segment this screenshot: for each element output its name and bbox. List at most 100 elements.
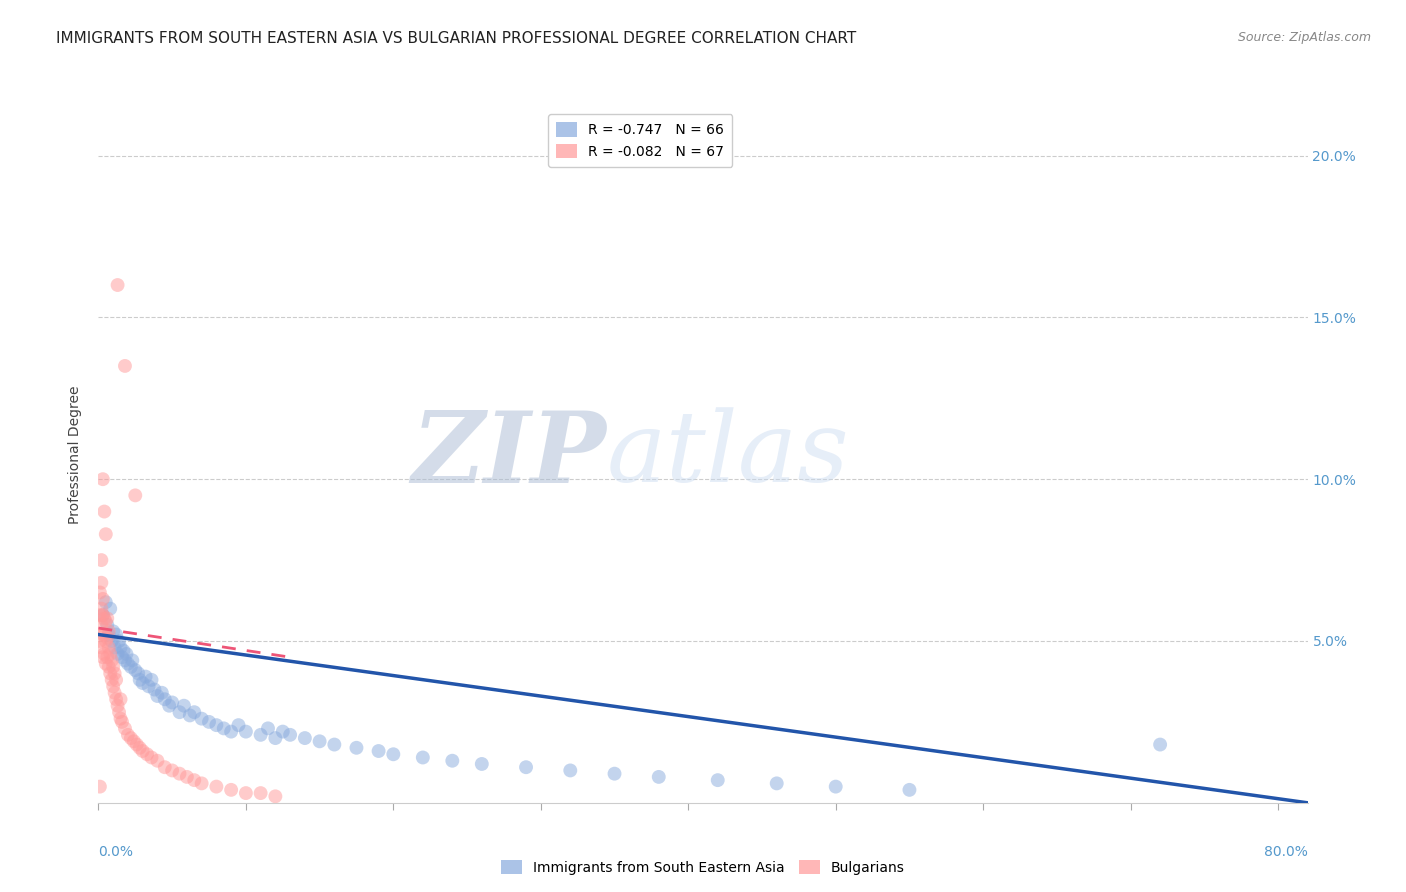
Point xyxy=(127,666,149,681)
Point xyxy=(108,705,131,719)
Point xyxy=(124,488,146,502)
Point xyxy=(603,766,626,780)
Point xyxy=(110,712,132,726)
Point xyxy=(235,724,257,739)
Point xyxy=(278,728,301,742)
Point xyxy=(117,728,139,742)
Point xyxy=(125,738,148,752)
Text: ZIP: ZIP xyxy=(412,407,606,503)
Point xyxy=(97,660,120,674)
Text: IMMIGRANTS FROM SOUTH EASTERN ASIA VS BULGARIAN PROFESSIONAL DEGREE CORRELATION : IMMIGRANTS FROM SOUTH EASTERN ASIA VS BU… xyxy=(56,31,856,46)
Point xyxy=(114,359,136,373)
Point xyxy=(131,676,153,690)
Point xyxy=(96,617,118,632)
Point xyxy=(412,750,434,764)
Point xyxy=(183,773,205,788)
Point xyxy=(104,666,127,681)
Point xyxy=(153,692,176,706)
Point xyxy=(219,724,242,739)
Point xyxy=(105,692,128,706)
Point xyxy=(560,764,582,778)
Legend: R = -0.747   N = 66, R = -0.082   N = 67: R = -0.747 N = 66, R = -0.082 N = 67 xyxy=(548,114,733,167)
Point xyxy=(91,608,114,623)
Point xyxy=(98,666,121,681)
Point xyxy=(515,760,537,774)
Point xyxy=(111,714,134,729)
Point xyxy=(90,553,112,567)
Point xyxy=(169,766,191,780)
Point xyxy=(91,472,114,486)
Text: 0.0%: 0.0% xyxy=(98,845,134,858)
Point xyxy=(94,657,117,671)
Point xyxy=(153,760,176,774)
Point xyxy=(90,617,112,632)
Point xyxy=(97,627,120,641)
Point xyxy=(367,744,389,758)
Point xyxy=(898,782,921,797)
Point xyxy=(107,647,129,661)
Point xyxy=(96,650,118,665)
Point xyxy=(89,634,111,648)
Point xyxy=(212,722,235,736)
Point xyxy=(91,608,114,623)
Point xyxy=(135,670,157,684)
Point xyxy=(97,624,120,639)
Point xyxy=(110,640,132,655)
Point xyxy=(228,718,250,732)
Point xyxy=(382,747,405,762)
Point xyxy=(110,692,132,706)
Point xyxy=(94,634,117,648)
Point xyxy=(131,744,153,758)
Point xyxy=(323,738,346,752)
Point xyxy=(271,724,294,739)
Point xyxy=(706,773,728,788)
Point xyxy=(190,776,212,790)
Point xyxy=(98,647,121,661)
Point xyxy=(179,708,201,723)
Point xyxy=(105,673,128,687)
Point xyxy=(157,698,180,713)
Point xyxy=(176,770,198,784)
Point xyxy=(91,627,114,641)
Point xyxy=(160,764,183,778)
Point xyxy=(117,657,139,671)
Point xyxy=(205,718,228,732)
Point xyxy=(249,786,271,800)
Point xyxy=(101,624,124,639)
Point xyxy=(264,789,287,804)
Point xyxy=(249,728,271,742)
Point xyxy=(93,611,115,625)
Point xyxy=(146,689,169,703)
Point xyxy=(146,754,169,768)
Text: Source: ZipAtlas.com: Source: ZipAtlas.com xyxy=(1237,31,1371,45)
Point xyxy=(824,780,846,794)
Point xyxy=(120,660,142,674)
Point xyxy=(441,754,464,768)
Point xyxy=(93,504,115,518)
Point xyxy=(94,615,117,629)
Point xyxy=(100,653,122,667)
Point xyxy=(104,640,127,655)
Point xyxy=(115,647,138,661)
Point xyxy=(91,591,114,606)
Point xyxy=(101,660,124,674)
Point xyxy=(96,631,118,645)
Point xyxy=(108,634,131,648)
Point xyxy=(1149,738,1171,752)
Point xyxy=(198,714,221,729)
Point xyxy=(308,734,330,748)
Point xyxy=(141,750,163,764)
Point xyxy=(648,770,671,784)
Point xyxy=(169,705,191,719)
Point xyxy=(90,601,112,615)
Point xyxy=(89,608,111,623)
Point xyxy=(111,650,134,665)
Point xyxy=(97,640,120,655)
Point xyxy=(205,780,228,794)
Point xyxy=(121,653,143,667)
Point xyxy=(346,740,368,755)
Point xyxy=(94,595,117,609)
Legend: Immigrants from South Eastern Asia, Bulgarians: Immigrants from South Eastern Asia, Bulg… xyxy=(496,855,910,880)
Point xyxy=(294,731,316,745)
Point xyxy=(122,734,145,748)
